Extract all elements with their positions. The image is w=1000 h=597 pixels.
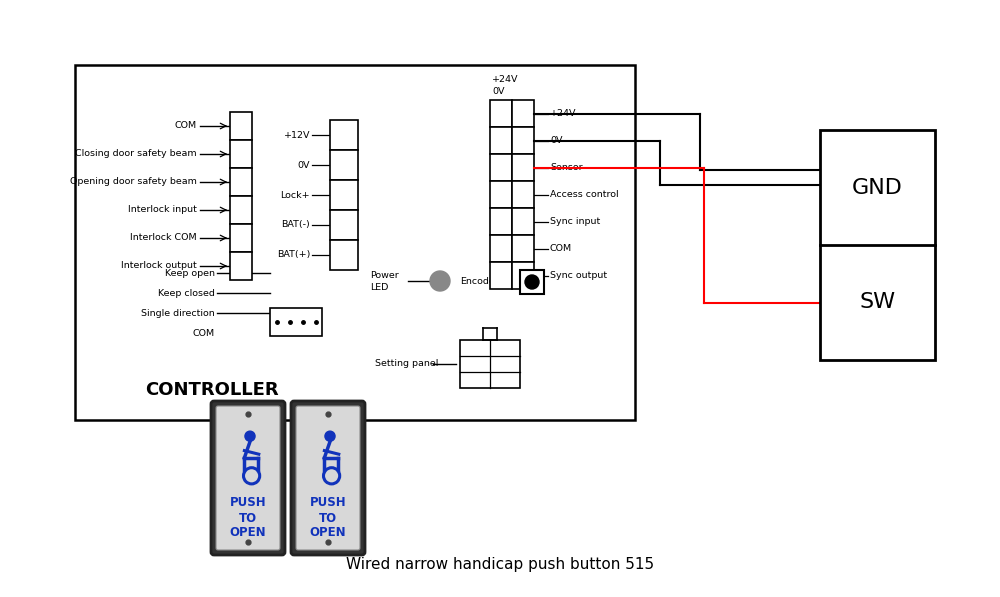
Bar	[230, 140, 252, 168]
Text: 0V: 0V	[492, 88, 505, 97]
FancyBboxPatch shape	[291, 401, 365, 555]
Text: Closing door safety beam: Closing door safety beam	[75, 149, 197, 158]
Text: Olide: Olide	[212, 207, 408, 273]
Text: 0V: 0V	[298, 161, 310, 170]
Bar	[512, 181, 534, 208]
Text: +12V: +12V	[284, 131, 310, 140]
Text: Lock+: Lock+	[280, 190, 310, 199]
Text: +24V: +24V	[550, 109, 576, 118]
Bar	[512, 154, 534, 181]
Circle shape	[430, 271, 450, 291]
Text: Interlock COM: Interlock COM	[130, 233, 197, 242]
Bar	[490, 181, 512, 208]
Text: Interlock output: Interlock output	[121, 261, 197, 270]
Text: BAT(-): BAT(-)	[281, 220, 310, 229]
Text: PUSH: PUSH	[230, 497, 266, 509]
Bar	[230, 112, 252, 140]
Bar	[230, 196, 252, 224]
Text: GND: GND	[852, 177, 903, 198]
Text: Wired narrow handicap push button 515: Wired narrow handicap push button 515	[346, 558, 654, 573]
Text: Interlock input: Interlock input	[128, 205, 197, 214]
Text: OPEN: OPEN	[230, 527, 266, 540]
Bar	[490, 235, 512, 262]
Text: Encode: Encode	[460, 276, 495, 285]
Text: SW: SW	[859, 293, 896, 312]
Text: Power: Power	[370, 270, 399, 279]
Text: Sensor: Sensor	[550, 163, 583, 172]
Bar	[330, 210, 358, 240]
Bar	[330, 240, 358, 270]
Text: Setting panel: Setting panel	[375, 359, 438, 368]
Text: Keep open: Keep open	[165, 269, 215, 278]
Text: +24V: +24V	[492, 75, 518, 85]
Text: Opening door safety beam: Opening door safety beam	[70, 177, 197, 186]
FancyBboxPatch shape	[216, 406, 280, 550]
Text: Sync output: Sync output	[550, 271, 607, 280]
Circle shape	[525, 275, 539, 289]
FancyBboxPatch shape	[211, 401, 285, 555]
Text: Keep closed: Keep closed	[158, 288, 215, 297]
Text: Access control: Access control	[550, 190, 619, 199]
Bar	[512, 235, 534, 262]
Text: COM: COM	[175, 122, 197, 131]
Bar	[230, 252, 252, 280]
Bar	[230, 224, 252, 252]
Text: CONTROLLER: CONTROLLER	[145, 381, 279, 399]
Text: Sync input: Sync input	[550, 217, 600, 226]
Text: COM: COM	[550, 244, 572, 253]
Bar	[512, 100, 534, 127]
Bar	[490, 154, 512, 181]
Bar	[270, 308, 322, 336]
Text: TO: TO	[239, 512, 257, 525]
Bar	[512, 262, 534, 289]
Text: 0V: 0V	[550, 136, 562, 145]
Bar	[820, 130, 935, 360]
Bar	[520, 270, 544, 294]
Bar	[490, 127, 512, 154]
Bar	[490, 262, 512, 289]
Text: TO: TO	[319, 512, 337, 525]
Bar	[490, 100, 512, 127]
Text: BAT(+): BAT(+)	[277, 251, 310, 260]
Text: OPEN: OPEN	[310, 527, 346, 540]
Bar	[490, 208, 512, 235]
Bar	[512, 208, 534, 235]
FancyBboxPatch shape	[296, 406, 360, 550]
Bar	[75, 65, 635, 420]
Text: Single direction: Single direction	[141, 309, 215, 318]
Circle shape	[325, 431, 335, 441]
Bar	[460, 340, 520, 388]
Text: LED: LED	[370, 284, 388, 293]
Bar	[330, 120, 358, 150]
Text: COM: COM	[193, 328, 215, 337]
Bar	[330, 180, 358, 210]
Bar	[330, 150, 358, 180]
Bar	[230, 168, 252, 196]
Bar	[512, 127, 534, 154]
Circle shape	[245, 431, 255, 441]
Text: PUSH: PUSH	[310, 497, 346, 509]
